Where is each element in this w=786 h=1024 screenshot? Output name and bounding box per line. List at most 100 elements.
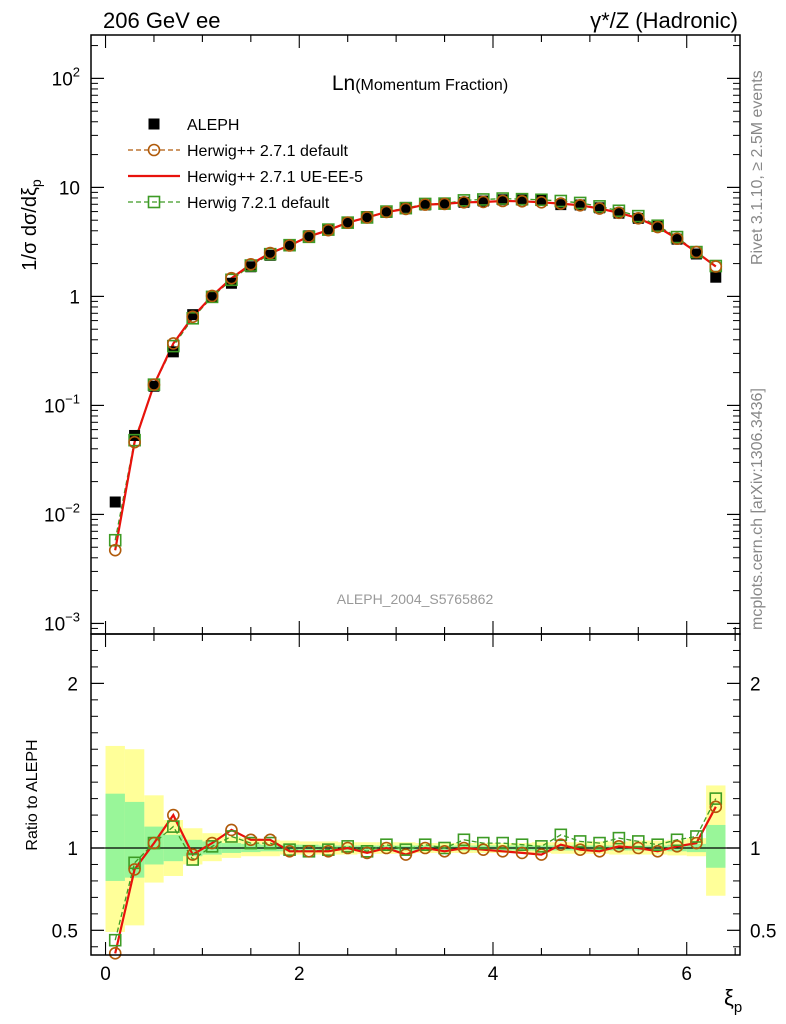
y-tick-label: 10−2 <box>44 500 80 526</box>
y-tick-label: 10−3 <box>44 609 80 635</box>
ratio-point-2 <box>670 833 684 847</box>
mc-point-1 <box>108 543 122 557</box>
aleph-point <box>400 201 412 213</box>
ratio-y-label-left: 2 <box>67 674 78 695</box>
ratio-panel: 0.5 0.5 1 1 2 2 0 2 4 6 Ratio to ALEPH ξp <box>24 633 776 1016</box>
ratio-point-2 <box>709 792 723 805</box>
y-tick-label-exp: −2 <box>65 500 80 515</box>
band-stat <box>105 793 125 881</box>
ratio-ylabel: Ratio to ALEPH <box>24 739 41 850</box>
ratio-line-1 <box>114 806 717 954</box>
aleph-point <box>632 212 644 224</box>
header-right: γ*/Z (Hadronic) <box>590 8 738 33</box>
ratio-point-0 <box>573 843 587 856</box>
mc-point-1 <box>186 310 200 324</box>
mc-point-1 <box>612 206 626 220</box>
ratio-point-2 <box>515 838 529 852</box>
y-tick-label-base: 10 <box>44 505 65 526</box>
ratio-point-0 <box>283 844 296 858</box>
mcplots-label: mcplots.cern.ch [arXiv:1306.3436] <box>749 388 766 630</box>
aleph-point <box>652 220 664 232</box>
ratio-y-label-right: 0.5 <box>750 921 776 942</box>
mc-point-1 <box>380 205 393 219</box>
ratio-point-2 <box>593 836 606 850</box>
ratio-point-0 <box>360 846 374 860</box>
ratio-frame <box>90 633 741 956</box>
ratio-point-2 <box>573 835 587 848</box>
x-tick-label: 2 <box>294 964 305 985</box>
mc-point-1 <box>322 223 335 237</box>
y-tick-label: 10−1 <box>44 391 80 417</box>
ratio-point-2 <box>496 836 509 850</box>
ratio-point-2 <box>263 836 277 850</box>
aleph-point <box>129 429 141 441</box>
y-tick-label-base: 10 <box>44 614 65 635</box>
ratio-point-0 <box>496 844 509 858</box>
main-panel: Ln(Momentum Fraction) ALEPH_2004_S576586… <box>19 34 741 635</box>
ratio-point-0 <box>612 840 626 853</box>
mc-point-1 <box>573 199 587 212</box>
aleph-point <box>594 202 606 214</box>
band-stat <box>706 824 726 868</box>
main-series <box>108 192 723 557</box>
ratio-point-0 <box>438 844 451 858</box>
ratio-point-2 <box>380 838 393 852</box>
y-tick-label-exp: 2 <box>73 64 80 79</box>
aleph-point <box>264 249 276 261</box>
ratio-point-0 <box>341 841 354 855</box>
aleph-point <box>574 199 586 211</box>
ratio-point-2 <box>244 836 258 850</box>
ratio-point-0 <box>302 844 316 858</box>
y-tick-label-base: 10 <box>44 396 65 417</box>
aleph-point <box>419 199 431 211</box>
ratio-point-2 <box>535 840 548 853</box>
mc-point-1 <box>341 216 354 229</box>
ratio-line-0 <box>114 806 717 954</box>
plot-title-sub: (Momentum Fraction) <box>355 77 508 94</box>
ratio-point-0 <box>535 848 548 861</box>
y-tick-label: 102 <box>52 64 80 90</box>
ratio-point-2 <box>651 838 664 852</box>
aleph-point <box>342 217 354 229</box>
mc-point-1 <box>496 194 509 208</box>
aleph-point <box>439 198 451 210</box>
mc-point-1 <box>399 202 413 216</box>
mc-point-1 <box>438 197 451 211</box>
ratio-point-2 <box>690 830 703 843</box>
mc-point-1 <box>167 337 180 350</box>
y-tick-label-exp: −1 <box>65 391 80 406</box>
ratio-point-0 <box>631 841 645 855</box>
ratio-point-2 <box>205 840 219 853</box>
ratio-point-0 <box>515 846 529 860</box>
aleph-point <box>458 196 470 208</box>
plot-title-main: Ln <box>332 72 355 95</box>
mc-point-1 <box>147 378 161 391</box>
main-ylabel-sub: p <box>28 179 44 187</box>
main-line-2 <box>114 199 717 551</box>
band-stat <box>124 801 145 878</box>
ratio-point-2 <box>186 853 200 866</box>
ratio-point-0 <box>477 843 490 856</box>
legend-label-0: ALEPH <box>187 117 239 134</box>
main-ylabel: 1/σ dσ/dξp <box>19 179 44 271</box>
ratio-point-2 <box>631 835 645 848</box>
ratio-point-0 <box>186 848 200 861</box>
ratio-point-0 <box>418 841 432 855</box>
ratio-point-0 <box>593 844 606 858</box>
aleph-point <box>477 195 489 207</box>
aleph-point <box>206 291 218 303</box>
x-axis-label: ξp <box>724 985 742 1016</box>
aleph-point <box>710 271 722 283</box>
aleph-point <box>245 261 257 273</box>
main-line-3 <box>114 197 717 541</box>
legend-marker-1 <box>147 143 161 157</box>
mc-point-1 <box>302 230 316 243</box>
ratio-y-label-right: 2 <box>750 674 761 695</box>
ratio-line-2 <box>114 798 717 941</box>
ratio-point-0 <box>128 863 141 876</box>
ratio-point-2 <box>438 841 451 855</box>
mc-point-1 <box>515 195 529 208</box>
aleph-point <box>322 223 334 235</box>
aleph-point <box>671 233 683 245</box>
